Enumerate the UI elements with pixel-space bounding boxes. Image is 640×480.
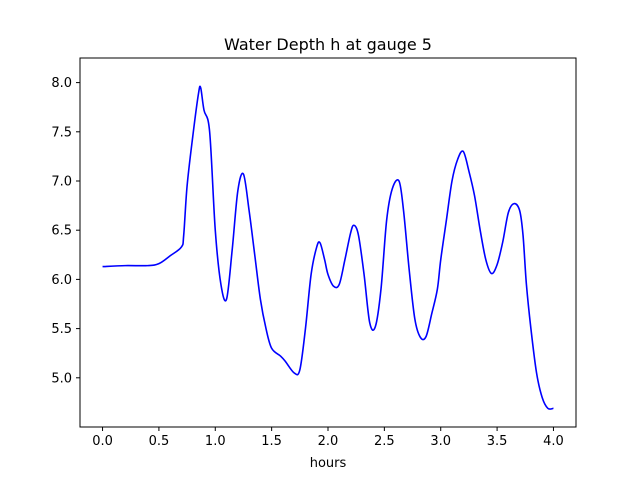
series-line	[102, 85, 554, 410]
y-tick-label: 6.0	[51, 273, 72, 288]
x-tick-label: 1.5	[261, 434, 282, 449]
x-tick-label: 2.5	[374, 434, 395, 449]
y-tick-label: 7.5	[51, 125, 72, 140]
x-axis-label: hours	[310, 456, 347, 471]
x-tick-label: 4.0	[543, 434, 564, 449]
y-tick-label: 5.0	[51, 371, 72, 386]
x-tick-label: 0.5	[149, 434, 170, 449]
plot-area	[80, 58, 576, 427]
y-tick-label: 8.0	[51, 76, 72, 91]
series-layer	[102, 85, 554, 410]
chart-title: Water Depth h at gauge 5	[224, 35, 432, 54]
x-tick-label: 3.0	[430, 434, 451, 449]
y-tick-label: 7.0	[51, 175, 72, 190]
y-tick-label: 5.5	[51, 322, 72, 337]
y-tick-label: 6.5	[51, 224, 72, 239]
y-axis: 5.0 5.5 6.0 6.5 7.0 7.5 8.0	[51, 76, 80, 386]
x-tick-label: 1.0	[205, 434, 226, 449]
x-tick-label: 0.0	[92, 434, 113, 449]
x-tick-label: 2.0	[318, 434, 339, 449]
x-tick-label: 3.5	[487, 434, 508, 449]
x-axis: 0.0 0.5 1.0 1.5 2.0 2.5 3.0 3.5 4.0	[92, 427, 564, 449]
